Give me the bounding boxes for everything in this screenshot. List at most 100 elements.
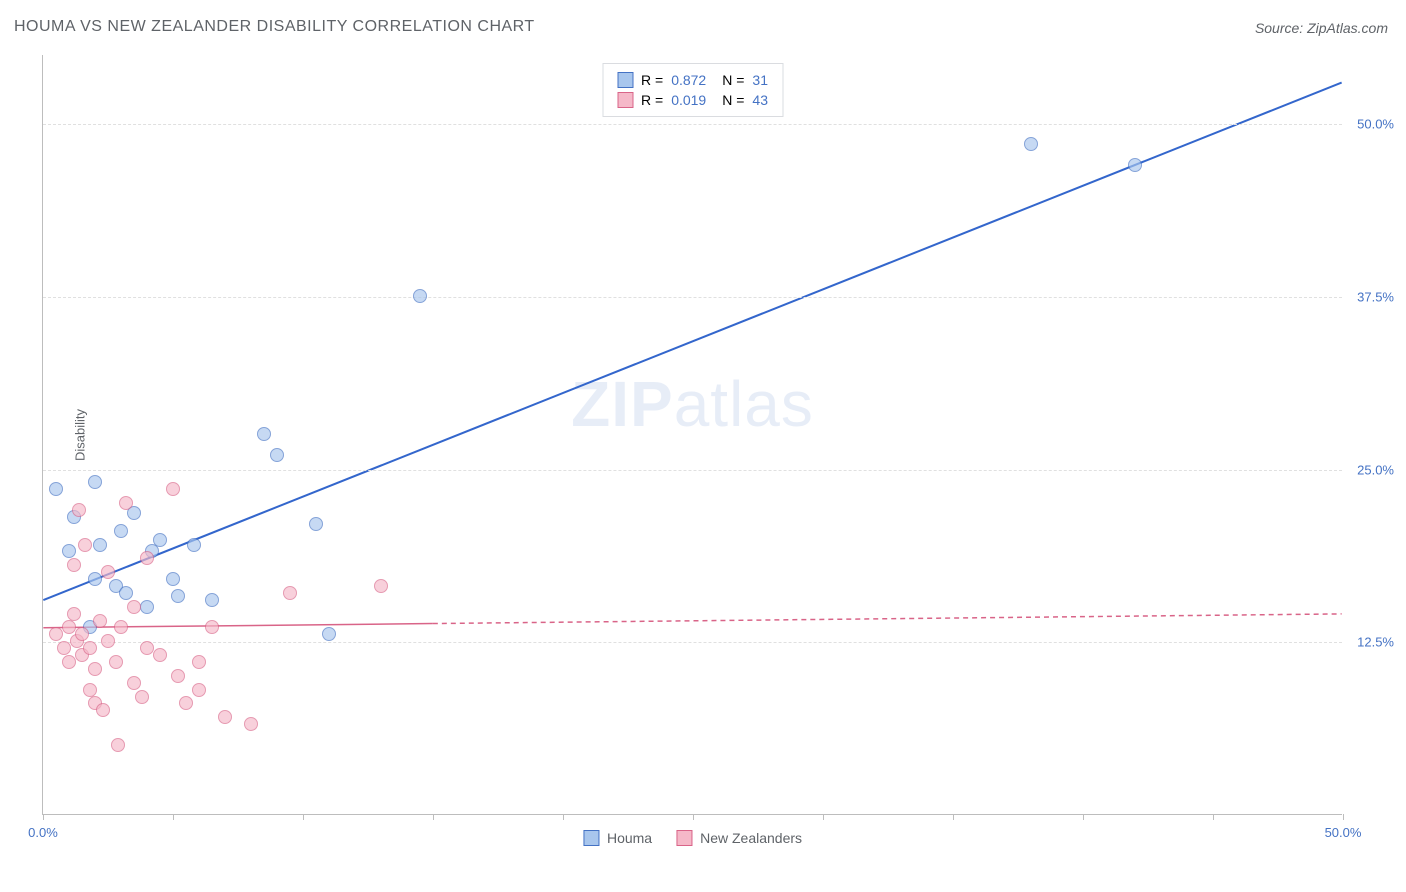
data-point [119,586,133,600]
data-point [140,641,154,655]
swatch-nz-icon [676,830,692,846]
data-point [62,655,76,669]
data-point [67,558,81,572]
legend-series: Houma New Zealanders [583,830,802,846]
data-point [75,627,89,641]
chart-area: Disability ZIPatlas R = 0.872 N = 31 R =… [42,55,1342,815]
xtick [693,814,694,820]
data-point [413,289,427,303]
data-point [83,683,97,697]
legend-item-houma: Houma [583,830,652,846]
legend-stats-row-1: R = 0.019 N = 43 [617,90,768,110]
data-point [257,427,271,441]
data-point [78,538,92,552]
watermark-atlas: atlas [674,368,814,440]
data-point [127,600,141,614]
r-label: R = [641,72,663,88]
data-point [127,676,141,690]
data-point [140,600,154,614]
data-point [153,648,167,662]
r-label: R = [641,92,663,108]
data-point [119,496,133,510]
legend-stats: R = 0.872 N = 31 R = 0.019 N = 43 [602,63,783,117]
data-point [205,593,219,607]
xtick [173,814,174,820]
ytick-label: 37.5% [1357,289,1394,304]
n-value-0: 31 [752,72,768,88]
data-point [135,690,149,704]
legend-stats-row-0: R = 0.872 N = 31 [617,70,768,90]
ytick-label: 12.5% [1357,635,1394,650]
data-point [283,586,297,600]
xtick-label: 0.0% [28,825,58,840]
chart-title: HOUMA VS NEW ZEALANDER DISABILITY CORREL… [14,18,535,36]
data-point [114,524,128,538]
swatch-houma-icon [583,830,599,846]
data-point [93,614,107,628]
xtick [303,814,304,820]
plot-area: ZIPatlas R = 0.872 N = 31 R = 0.019 N = … [42,55,1342,815]
xtick [43,814,44,820]
data-point [109,655,123,669]
data-point [309,517,323,531]
gridline [43,297,1342,298]
trend-lines [43,55,1342,814]
data-point [62,620,76,634]
data-point [49,482,63,496]
xtick [953,814,954,820]
ytick-label: 25.0% [1357,462,1394,477]
ytick-label: 50.0% [1357,117,1394,132]
data-point [67,607,81,621]
xtick [433,814,434,820]
watermark: ZIPatlas [571,367,814,441]
data-point [322,627,336,641]
data-point [101,565,115,579]
data-point [49,627,63,641]
gridline [43,642,1342,643]
data-point [187,538,201,552]
n-label: N = [722,72,744,88]
data-point [88,475,102,489]
watermark-zip: ZIP [571,368,674,440]
data-point [101,634,115,648]
legend-item-nz: New Zealanders [676,830,802,846]
data-point [93,538,107,552]
data-point [153,533,167,547]
data-point [1024,137,1038,151]
data-point [374,579,388,593]
n-label: N = [722,92,744,108]
gridline [43,470,1342,471]
data-point [111,738,125,752]
data-point [96,703,110,717]
data-point [171,669,185,683]
xtick [1343,814,1344,820]
data-point [88,662,102,676]
data-point [1128,158,1142,172]
swatch-nz [617,92,633,108]
source-label: Source: ZipAtlas.com [1255,20,1388,36]
legend-label-0: Houma [607,830,652,846]
data-point [166,482,180,496]
data-point [88,572,102,586]
xtick [1213,814,1214,820]
data-point [179,696,193,710]
xtick-label: 50.0% [1325,825,1362,840]
legend-label-1: New Zealanders [700,830,802,846]
data-point [72,503,86,517]
data-point [205,620,219,634]
data-point [83,641,97,655]
r-value-0: 0.872 [671,72,706,88]
data-point [171,589,185,603]
xtick [563,814,564,820]
data-point [166,572,180,586]
data-point [218,710,232,724]
r-value-1: 0.019 [671,92,706,108]
data-point [244,717,258,731]
data-point [270,448,284,462]
data-point [192,655,206,669]
data-point [114,620,128,634]
data-point [62,544,76,558]
gridline [43,124,1342,125]
data-point [140,551,154,565]
swatch-houma [617,72,633,88]
